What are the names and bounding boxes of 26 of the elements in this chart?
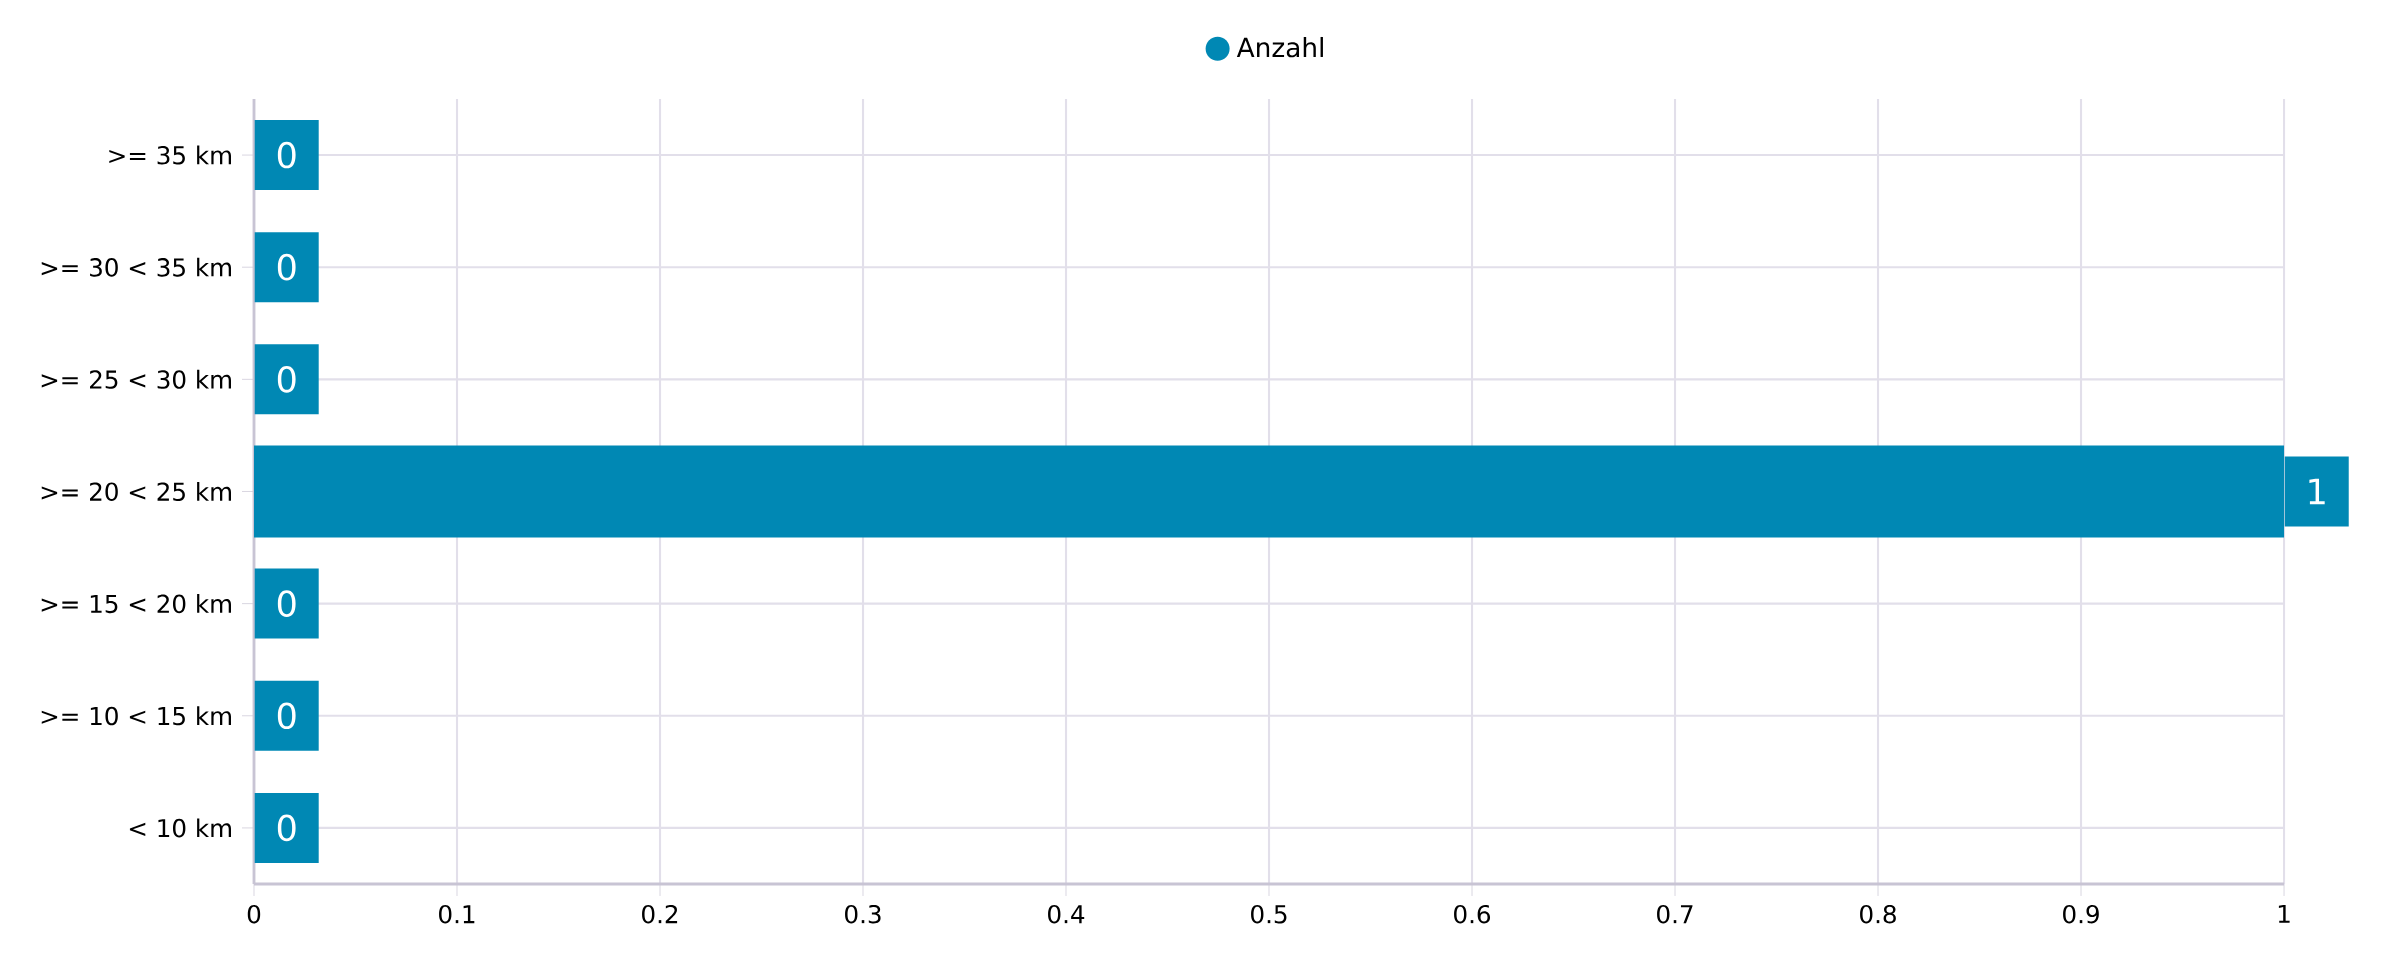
y-tick-label: >= 15 < 20 km xyxy=(41,594,231,614)
x-tick-label: 1 xyxy=(2278,904,2290,923)
x-tick-label: 0.5 xyxy=(1251,904,1287,924)
x-tick-label: 0.2 xyxy=(642,904,678,924)
y-tick-label: >= 20 < 25 km xyxy=(41,481,231,501)
x-tick-label: 0.3 xyxy=(845,904,881,924)
data-label: 0 xyxy=(277,702,296,730)
y-tick-label: >= 10 < 15 km xyxy=(41,706,231,726)
data-label: 0 xyxy=(277,814,296,842)
data-label: 0 xyxy=(277,590,296,617)
data-label: 1 xyxy=(2309,478,2325,505)
x-tick-label: 0.9 xyxy=(2063,904,2099,924)
x-tick-label: 0.8 xyxy=(1860,904,1896,924)
x-tick-label: 0.4 xyxy=(1048,904,1085,924)
legend-label: Anzahl xyxy=(1236,36,1323,58)
y-tick-label: >= 35 km xyxy=(109,145,231,165)
data-label: 0 xyxy=(277,253,296,281)
y-tick-label: < 10 km xyxy=(129,818,231,838)
x-tick-label: 0 xyxy=(247,904,261,924)
y-tick-label: >= 25 < 30 km xyxy=(41,369,231,389)
y-tick-label: >= 30 < 35 km xyxy=(41,257,231,277)
x-tick-label: 0.7 xyxy=(1657,904,1693,924)
data-label: 0 xyxy=(277,141,296,169)
x-tick-label: 0.6 xyxy=(1454,904,1491,924)
x-tick-label: 0.1 xyxy=(439,904,475,924)
data-label: 0 xyxy=(277,366,296,393)
